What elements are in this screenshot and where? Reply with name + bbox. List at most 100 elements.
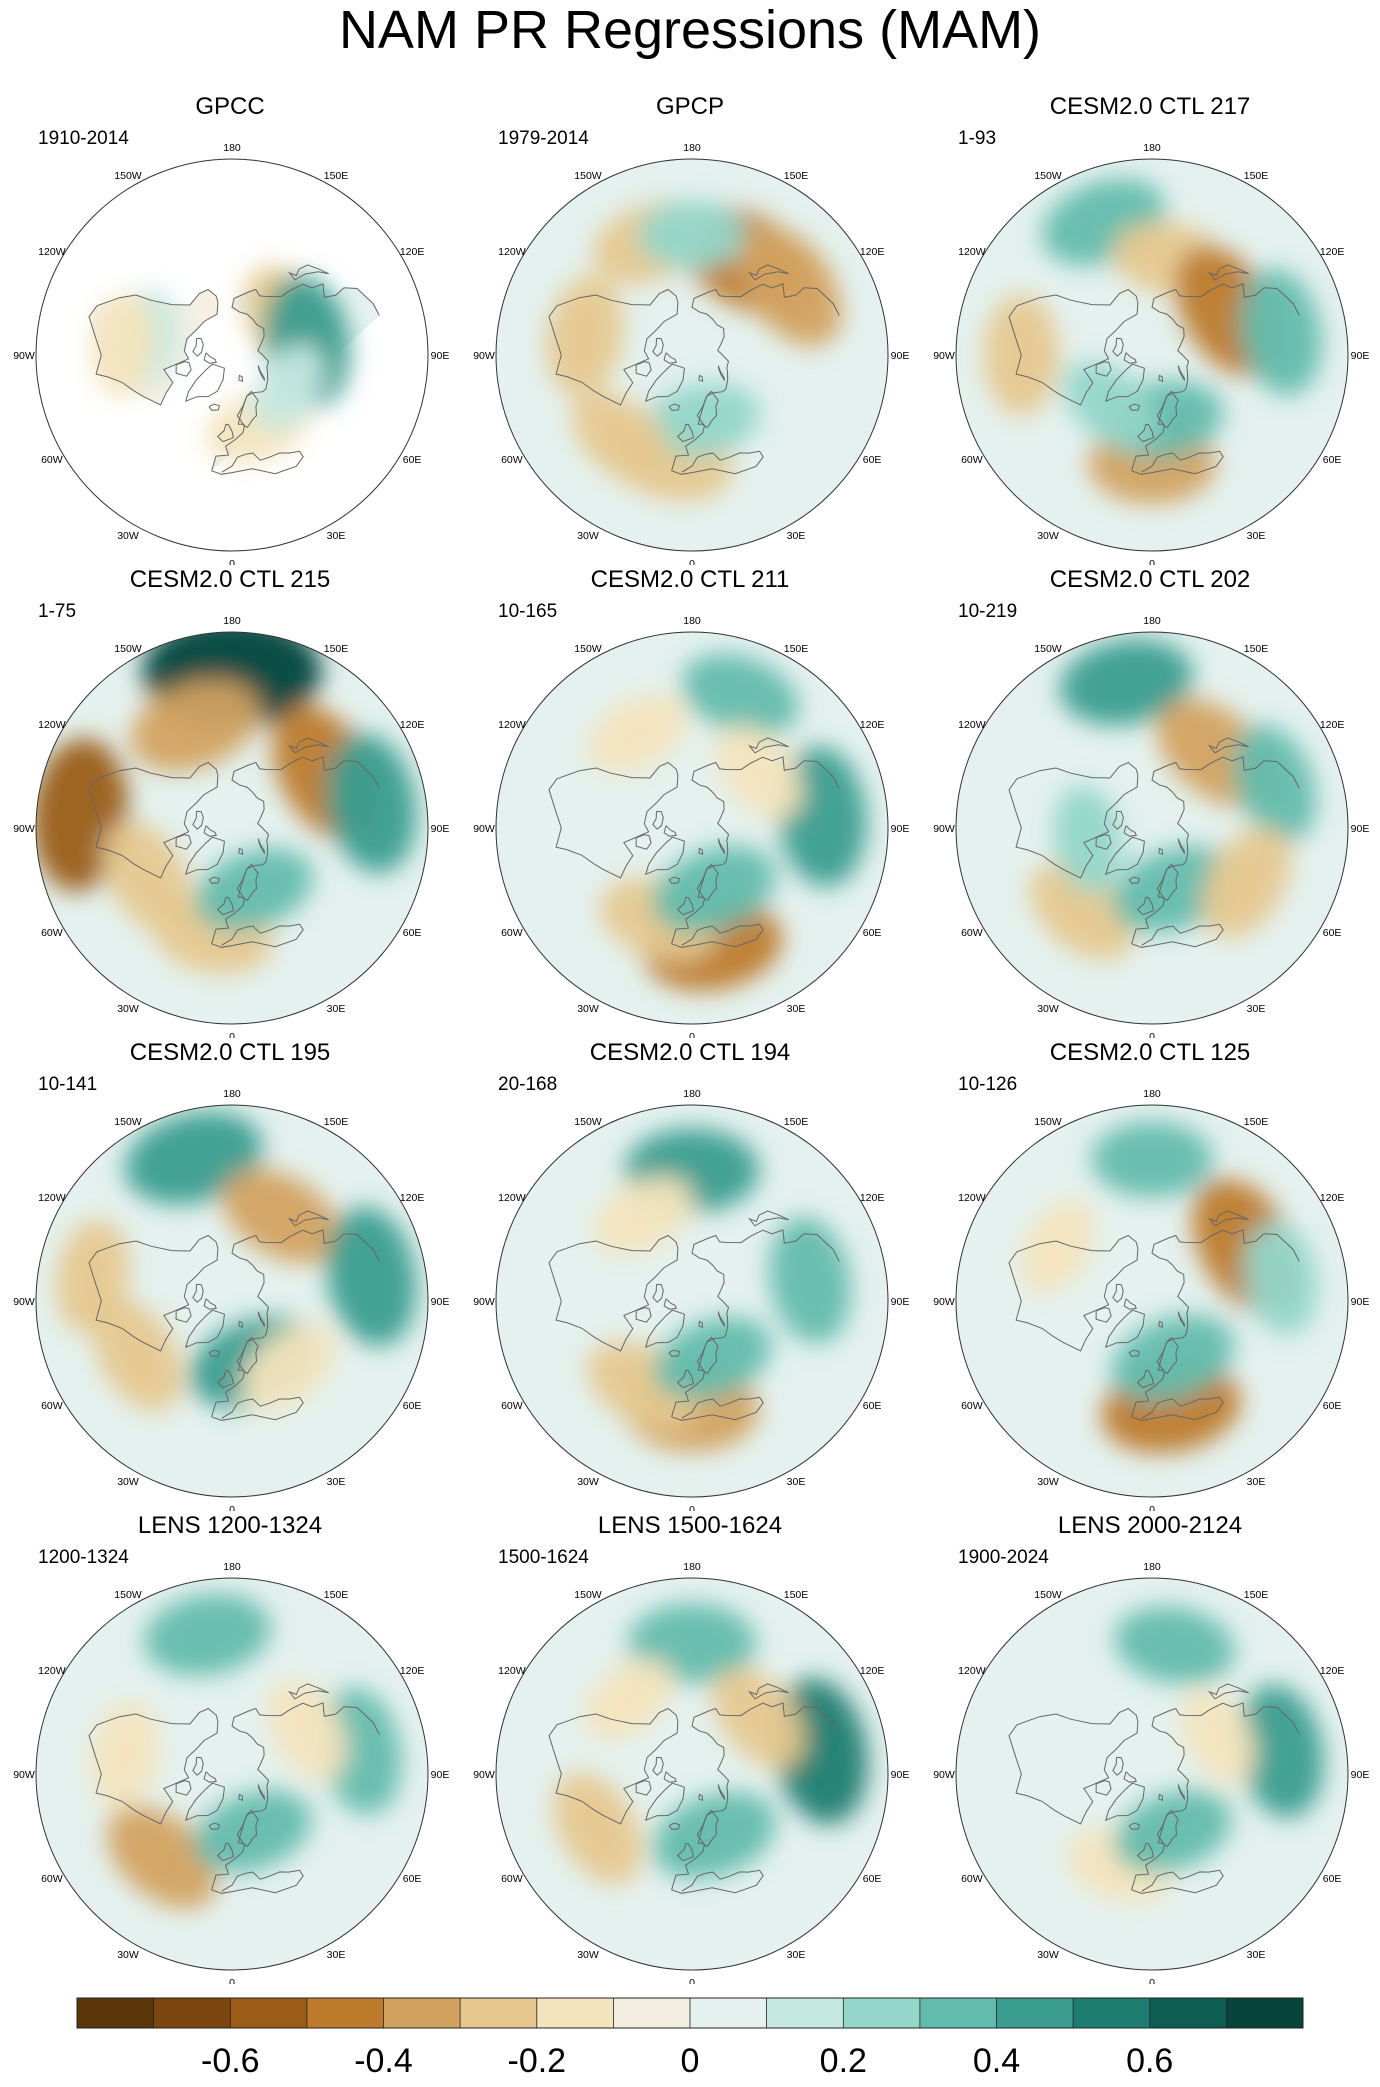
coastline	[211, 1229, 380, 1417]
coastline	[216, 1369, 234, 1389]
coastline	[185, 363, 225, 403]
coastline	[748, 737, 790, 754]
colorbar-swatch	[1149, 1998, 1227, 2028]
colorbar-swatch	[996, 1998, 1074, 2028]
coastline	[257, 1311, 266, 1327]
anomaly-blob	[1052, 785, 1123, 894]
coastline	[676, 1842, 694, 1862]
map-panel: CESM2.0 CTL 202 10-219 0 30E 60E 90E 120E 150E 1…	[920, 565, 1380, 1038]
coastline	[175, 834, 192, 850]
panel-years: 10-141	[38, 1074, 98, 1095]
coastline	[671, 1702, 840, 1890]
coastline	[1123, 1298, 1137, 1310]
anomaly-field	[1029, 639, 1317, 961]
coastline	[1105, 836, 1145, 876]
map-rim	[35, 631, 429, 1025]
coastline	[1158, 847, 1164, 855]
anomaly-blob	[267, 1680, 348, 1781]
coastline	[288, 1683, 330, 1700]
coastline	[1095, 834, 1112, 850]
coastline	[175, 1307, 192, 1323]
longitude-label: 120E	[860, 1665, 885, 1677]
map-rim	[35, 158, 429, 552]
longitude-label: 60W	[501, 927, 523, 939]
longitude-label: 0	[689, 558, 695, 565]
anomaly-blob	[584, 1657, 674, 1740]
panel-years: 10-126	[958, 1074, 1018, 1095]
coastline	[697, 390, 719, 429]
longitude-label: 90W	[933, 1769, 955, 1781]
coastline	[671, 450, 764, 475]
longitude-label: 30W	[117, 1003, 139, 1015]
anomaly-blob	[587, 693, 688, 774]
longitude-label: 30E	[1247, 1476, 1266, 1488]
longitude-label: 60W	[961, 1873, 983, 1885]
coastline	[203, 1298, 217, 1310]
longitude-label: 30E	[1247, 530, 1266, 542]
longitude-label: 30W	[117, 1949, 139, 1961]
coastline	[237, 390, 259, 429]
coastline	[748, 1210, 790, 1227]
coastline	[668, 403, 681, 411]
longitude-label: 150W	[1034, 1116, 1062, 1128]
coastline	[635, 1307, 652, 1323]
coastline	[1123, 352, 1137, 364]
colorbar-frame	[76, 1997, 1304, 2029]
anomaly-blob	[1062, 361, 1158, 449]
longitude-label: 90E	[431, 823, 450, 835]
coastline	[663, 352, 677, 364]
map-field	[956, 632, 1348, 1024]
longitude-label: 120E	[400, 719, 425, 731]
longitude-label: 120W	[38, 719, 66, 731]
map-rim	[35, 1577, 429, 1971]
longitude-label: 150W	[1034, 170, 1062, 182]
anomaly-blob	[222, 1168, 340, 1264]
anomaly-blob	[92, 1299, 183, 1412]
longitude-label: 150E	[784, 1589, 809, 1601]
longitude-label: 60E	[403, 454, 422, 466]
longitude-label: 90E	[1351, 823, 1370, 835]
panel-title: CESM2.0 CTL 217	[1049, 93, 1251, 120]
map-field	[36, 632, 428, 1024]
coastline	[237, 863, 259, 902]
colorbar-swatch	[766, 1998, 844, 2028]
longitude-label: 180	[223, 1561, 241, 1573]
longitude-label: 120E	[1320, 1665, 1345, 1677]
longitude-label: 30E	[787, 1003, 806, 1015]
coastline	[668, 876, 681, 884]
coastline	[1177, 838, 1186, 854]
longitude-label: 120W	[38, 1192, 66, 1204]
coastline	[192, 1756, 204, 1776]
coastline	[635, 361, 652, 377]
colorbar-graphic: -0.6 -0.4 -0.2 0 0.2 0.4 0.6	[76, 1997, 1304, 2080]
coastline	[1105, 1782, 1145, 1822]
longitude-label: 30E	[787, 1476, 806, 1488]
coastline	[211, 756, 380, 944]
anomaly-blob	[552, 1772, 643, 1885]
longitude-label: 30W	[577, 1003, 599, 1015]
map-background	[956, 1578, 1348, 1970]
polar-map: 0 30E 60E 90E 120E 150E 180 150W 120W 90W 60W 30W	[13, 1561, 449, 1984]
longitude-label: 180	[1143, 1561, 1161, 1573]
coastline	[697, 863, 719, 902]
coastline	[192, 337, 204, 357]
coastline	[1177, 365, 1186, 381]
colorbar-swatch	[919, 1998, 997, 2028]
longitude-label: 60E	[863, 1400, 882, 1412]
coastline	[717, 838, 726, 854]
coastline	[1158, 1320, 1164, 1328]
longitude-label: 150W	[114, 1116, 142, 1128]
longitude-label: 90E	[891, 350, 910, 362]
coastline	[698, 374, 704, 382]
anomaly-blob	[712, 1668, 805, 1768]
anomaly-blob	[1059, 639, 1193, 726]
coastline	[88, 1707, 219, 1825]
polar-map: 0 30E 60E 90E 120E 150E 180 150W 120W 90W 60W 30W	[13, 1088, 449, 1511]
map-field	[36, 1578, 428, 1970]
longitude-label: 150E	[324, 1116, 349, 1128]
longitude-label: 150E	[1244, 1589, 1269, 1601]
longitude-label: 60E	[1323, 1400, 1342, 1412]
map-panel: CESM2.0 CTL 211 10-165 0 30E 60E 90E 120E 150E 1…	[460, 565, 920, 1038]
coastline	[192, 1283, 204, 1303]
map-rim	[35, 1104, 429, 1498]
